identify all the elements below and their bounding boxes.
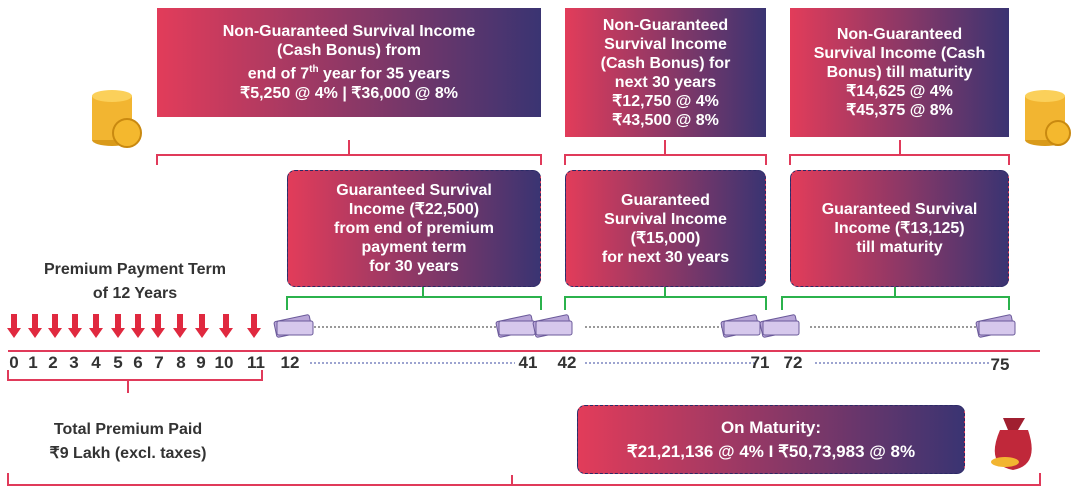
- text-line: Premium Payment Term: [20, 258, 250, 282]
- payment-arrow: [131, 314, 145, 338]
- text-line: (₹15,000): [631, 229, 701, 248]
- text-line: of 12 Years: [20, 282, 250, 306]
- timeline-label: 5: [113, 353, 122, 373]
- text-line: (Cash Bonus) for: [601, 54, 731, 73]
- timeline-label: 75: [991, 355, 1010, 375]
- payment-arrow: [247, 314, 261, 338]
- timeline-label: 41: [519, 353, 538, 373]
- coins-right: [1025, 90, 1070, 146]
- timeline-label: 2: [48, 353, 57, 373]
- text-line: ₹45,375 @ 8%: [846, 101, 953, 120]
- maturity-box: On Maturity:₹21,21,136 @ 4% I ₹50,73,983…: [577, 405, 965, 474]
- payment-arrow: [89, 314, 103, 338]
- coins-left: [92, 90, 141, 147]
- text-line: On Maturity:: [721, 416, 821, 440]
- text-line: Survival Income: [604, 210, 727, 229]
- page: Non-Guaranteed Survival Income(Cash Bonu…: [0, 0, 1071, 487]
- timeline-label: 10: [215, 353, 234, 373]
- payment-arrow: [219, 314, 233, 338]
- timeline-label: 72: [784, 353, 803, 373]
- text-line: ₹14,625 @ 4%: [846, 82, 953, 101]
- text-line: ₹43,500 @ 8%: [612, 111, 719, 130]
- text-part: th: [309, 64, 318, 75]
- timeline-label: 7: [154, 353, 163, 373]
- text-line: for 30 years: [369, 257, 459, 276]
- non-guaranteed-box: Non-Guaranteed Survival Income(Cash Bonu…: [157, 8, 541, 117]
- cash-icon: [976, 314, 1015, 337]
- timeline-label: 42: [558, 353, 577, 373]
- payment-arrow: [28, 314, 42, 338]
- timeline-label: 4: [91, 353, 100, 373]
- text-line: next 30 years: [615, 73, 716, 92]
- text-line: Income (₹22,500): [349, 200, 479, 219]
- text-line: (Cash Bonus) from: [277, 41, 421, 60]
- cash-icon: [496, 314, 535, 337]
- payment-arrow: [68, 314, 82, 338]
- timeline-label: 0: [9, 353, 18, 373]
- payment-arrow: [173, 314, 187, 338]
- cash-icon: [721, 314, 760, 337]
- cash-icon: [533, 314, 572, 337]
- text-part: year for 35 years: [319, 66, 451, 83]
- text-line: ₹21,21,136 @ 4% I ₹50,73,983 @ 8%: [627, 440, 915, 464]
- text-line: end of 7th year for 35 years: [248, 60, 450, 83]
- text-line: for next 30 years: [602, 248, 729, 267]
- timeline-label: 8: [176, 353, 185, 373]
- text-line: till maturity: [856, 238, 942, 257]
- timeline-label: 1: [28, 353, 37, 373]
- text-line: Income (₹13,125): [834, 219, 964, 238]
- text-line: Non-Guaranteed Survival Income: [223, 22, 476, 41]
- payment-arrow: [48, 314, 62, 338]
- text-line: Non-Guaranteed: [837, 25, 962, 44]
- timeline-label: 6: [133, 353, 142, 373]
- text-line: Guaranteed Survival: [336, 181, 492, 200]
- text-line: from end of premium: [334, 219, 494, 238]
- text-line: Survival Income: [604, 35, 727, 54]
- text-line: Guaranteed Survival: [822, 200, 978, 219]
- timeline-label: 71: [751, 353, 770, 373]
- text-line: Bonus) till maturity: [827, 63, 973, 82]
- text-line: Survival Income (Cash: [814, 44, 986, 63]
- text-line: payment term: [362, 238, 467, 257]
- payment-arrow: [151, 314, 165, 338]
- text-line: ₹12,750 @ 4%: [612, 92, 719, 111]
- timeline-label: 9: [196, 353, 205, 373]
- cash-icon: [274, 314, 313, 337]
- timeline-label: 3: [69, 353, 78, 373]
- timeline-label: 11: [247, 353, 265, 373]
- total-premium: Total Premium Paid₹9 Lakh (excl. taxes): [10, 418, 246, 466]
- payment-arrow: [7, 314, 21, 338]
- text-line: ₹9 Lakh (excl. taxes): [10, 442, 246, 466]
- payment-arrow: [195, 314, 209, 338]
- cash-icon: [760, 314, 799, 337]
- payment-arrow: [111, 314, 125, 338]
- money-bag: [991, 418, 1032, 470]
- text-line: ₹5,250 @ 4% | ₹36,000 @ 8%: [240, 84, 458, 103]
- text-line: Total Premium Paid: [10, 418, 246, 442]
- text-part: end of 7: [248, 66, 309, 83]
- text-line: Non-Guaranteed: [603, 16, 728, 35]
- text-line: Guaranteed: [621, 191, 710, 210]
- timeline-label: 12: [281, 353, 300, 373]
